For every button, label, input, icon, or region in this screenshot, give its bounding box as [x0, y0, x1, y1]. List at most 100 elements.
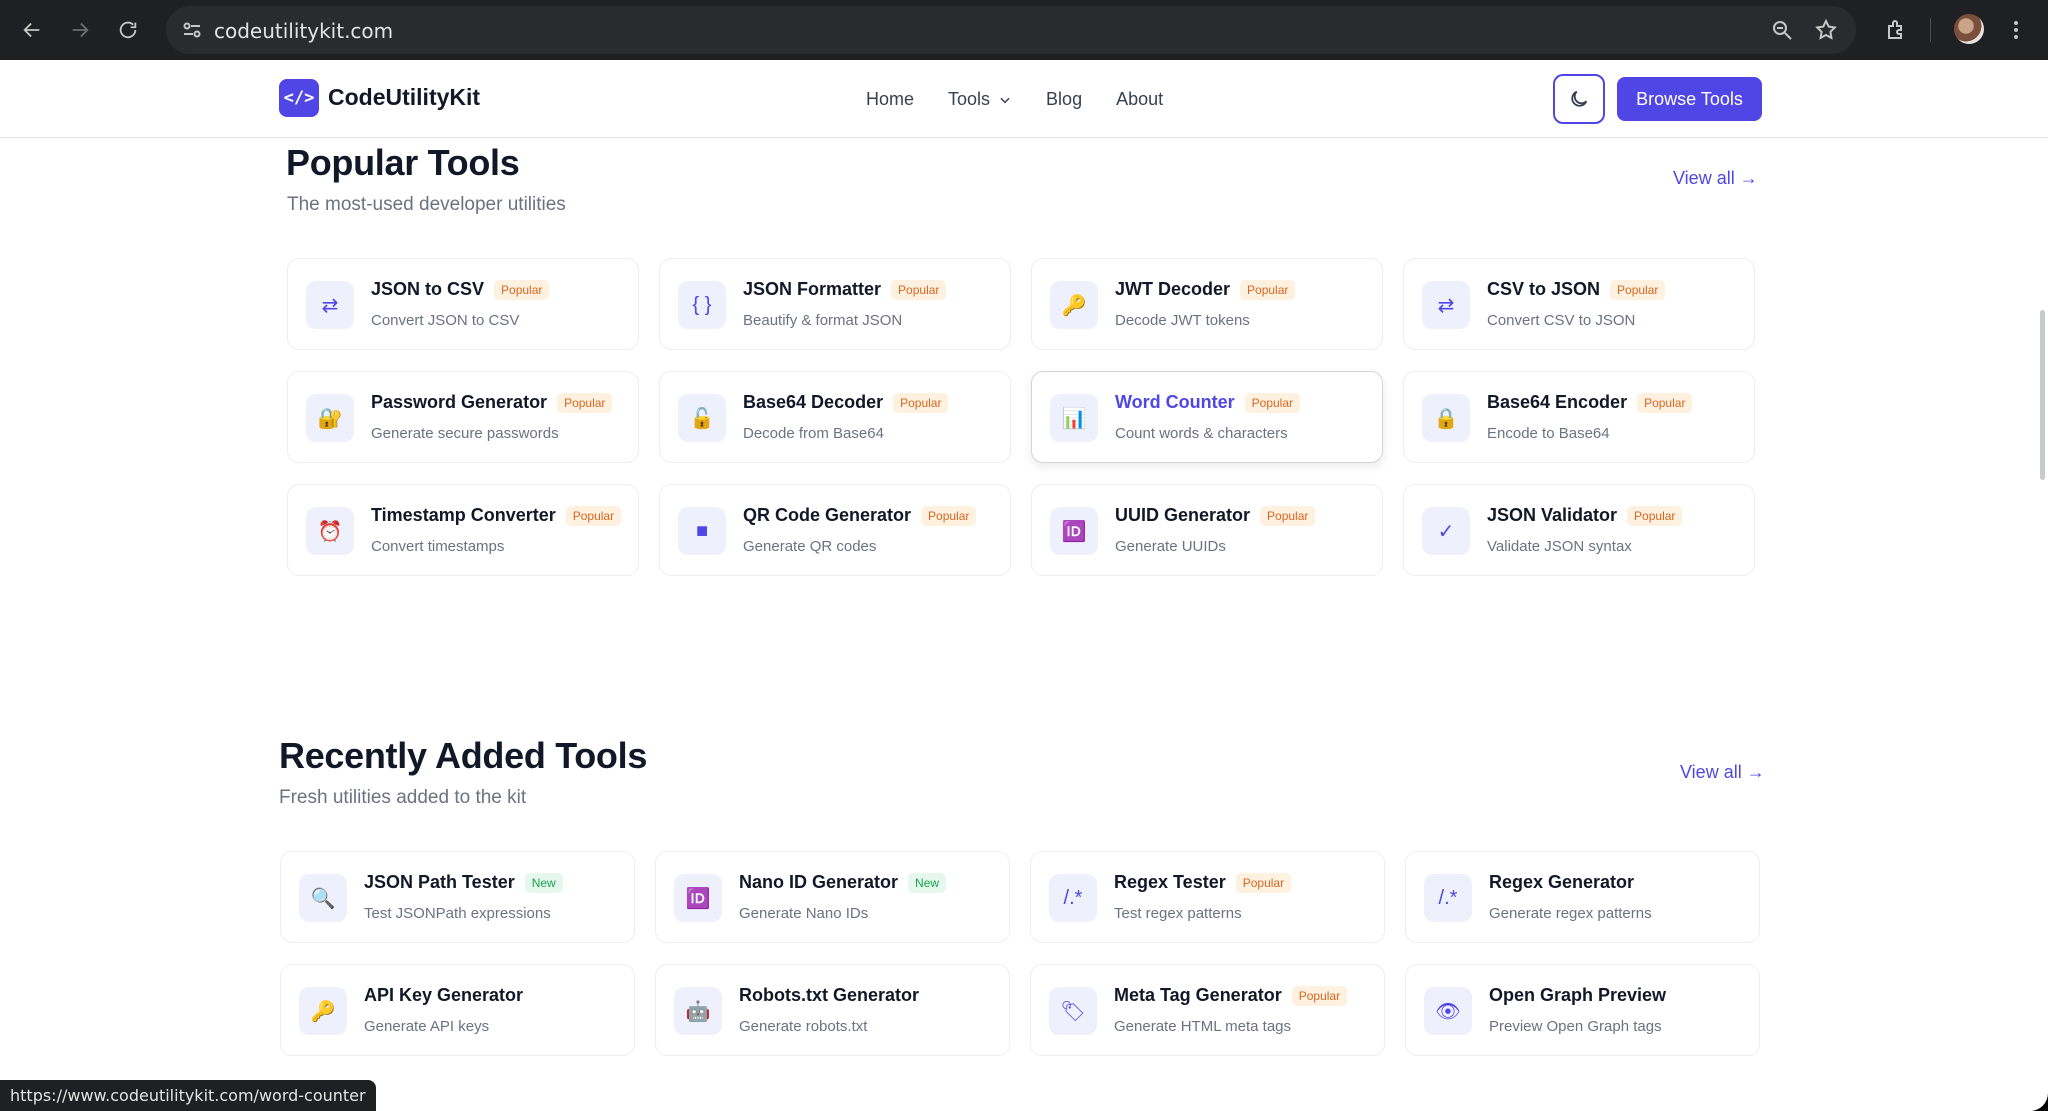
tool-card[interactable]: ■ QR Code Generator Popular Generate QR cod…: [659, 484, 1011, 576]
popular-view-all-link[interactable]: View all →: [1673, 168, 1758, 188]
address-url[interactable]: codeutilitykit.com: [214, 19, 394, 43]
tool-description: Generate robots.txt: [739, 1018, 868, 1035]
tool-badge: Popular: [1244, 392, 1301, 413]
tool-name-row: Base64 Decoder Popular: [743, 392, 949, 413]
tool-card[interactable]: 🏷 Meta Tag Generator Popular Generate HTML …: [1030, 964, 1385, 1056]
tool-badge: Popular: [893, 392, 949, 413]
brand-name[interactable]: CodeUtilityKit: [328, 84, 481, 110]
tool-card[interactable]: ✓ JSON Validator Popular Validate JSON synt…: [1403, 484, 1755, 576]
bookmark-star-icon[interactable]: [1814, 18, 1838, 42]
tool-card[interactable]: 🔍 JSON Path Tester New Test JSONPath expres…: [280, 851, 635, 943]
tool-badge: Popular: [921, 505, 977, 526]
tool-card[interactable]: 🔒 Base64 Encoder Popular Encode to Base64: [1403, 371, 1755, 463]
tool-card[interactable]: 🤖 Robots.txt Generator Generate robots.txt: [655, 964, 1010, 1056]
tool-description: Count words & characters: [1115, 425, 1288, 442]
page-scrollbar[interactable]: [2040, 310, 2045, 480]
tool-name: Nano ID Generator: [739, 872, 899, 892]
key-icon: 🔑: [1050, 281, 1098, 329]
profile-avatar[interactable]: [1954, 14, 1984, 44]
tool-name: Timestamp Converter: [371, 505, 556, 525]
tool-name-row: JSON Validator Popular: [1487, 505, 1683, 526]
tool-description: Decode JWT tokens: [1115, 312, 1250, 329]
tool-name-row: Meta Tag Generator Popular: [1114, 985, 1348, 1006]
nav-blog[interactable]: Blog: [1046, 89, 1083, 109]
tool-name: JSON Path Tester: [364, 872, 515, 892]
tool-badge: Popular: [1240, 279, 1296, 300]
tool-description: Generate secure passwords: [371, 425, 559, 442]
zoom-icon[interactable]: [1770, 18, 1794, 42]
extensions-puzzle-icon[interactable]: [1880, 14, 1912, 46]
address-bar[interactable]: codeutilitykit.com: [166, 6, 1856, 54]
tool-card[interactable]: 🔑 JWT Decoder Popular Decode JWT tokens: [1031, 258, 1383, 350]
tool-card[interactable]: 🔑 API Key Generator Generate API keys: [280, 964, 635, 1056]
tool-description: Test regex patterns: [1114, 905, 1242, 922]
tool-card[interactable]: 🆔 UUID Generator Popular Generate UUIDs: [1031, 484, 1383, 576]
tool-name-row: Regex Generator: [1489, 872, 1634, 893]
popular-title: Popular Tools: [286, 142, 520, 183]
tool-name-row: Password Generator Popular: [371, 392, 613, 413]
tool-name-row: Base64 Encoder Popular: [1487, 392, 1693, 413]
tool-name: JSON to CSV: [371, 279, 485, 299]
recent-view-all-link[interactable]: View all →: [1680, 762, 1765, 782]
tool-card[interactable]: 🔐 Password Generator Popular Generate secur…: [287, 371, 639, 463]
tool-card[interactable]: ⏰ Timestamp Converter Popular Convert times…: [287, 484, 639, 576]
tool-name-row: QR Code Generator Popular: [743, 505, 977, 526]
nav-tools[interactable]: Tools: [948, 89, 1012, 110]
nav-about[interactable]: About: [1116, 89, 1164, 109]
tool-name-row: Open Graph Preview: [1489, 985, 1666, 1006]
tool-card[interactable]: ⇄ CSV to JSON Popular Convert CSV to JSON: [1403, 258, 1755, 350]
forward-arrow-icon[interactable]: [62, 12, 98, 48]
reload-icon[interactable]: [110, 12, 146, 48]
toolbar-separator: [1930, 18, 1931, 42]
main-nav: Home Tools Blog About: [866, 89, 1197, 110]
popular-subtitle: The most-used developer utilities: [287, 194, 566, 215]
tool-name: JSON Formatter: [743, 279, 882, 299]
status-link-preview: https://www.codeutilitykit.com/word-coun…: [0, 1080, 376, 1111]
back-arrow-icon[interactable]: [14, 12, 50, 48]
curly-braces-icon: { }: [678, 281, 726, 329]
theme-toggle-button[interactable]: [1553, 74, 1605, 124]
tool-name-row: Robots.txt Generator: [739, 985, 919, 1006]
tool-card[interactable]: ⇄ JSON to CSV Popular Convert JSON to CSV: [287, 258, 639, 350]
tool-badge: Popular: [1627, 505, 1683, 526]
tool-description: Convert JSON to CSV: [371, 312, 520, 329]
tool-name-row: Regex Tester Popular: [1114, 872, 1292, 893]
check-icon: ✓: [1422, 507, 1470, 555]
tool-description: Generate regex patterns: [1489, 905, 1652, 922]
tool-name: QR Code Generator: [743, 505, 912, 525]
tool-name: Base64 Encoder: [1487, 392, 1628, 412]
tool-description: Generate UUIDs: [1115, 538, 1226, 555]
tool-badge: Popular: [557, 392, 613, 413]
eye-icon: 👁: [1424, 987, 1472, 1035]
logo-code-icon[interactable]: </>: [279, 79, 319, 117]
kebab-menu-icon[interactable]: [2000, 14, 2032, 46]
tool-description: Test JSONPath expressions: [364, 905, 551, 922]
tool-card[interactable]: /.* Regex Generator Generate regex pattern…: [1405, 851, 1760, 943]
tool-name-row: CSV to JSON Popular: [1487, 279, 1666, 300]
tool-name-row: Nano ID Generator New: [739, 872, 947, 893]
tool-description: Decode from Base64: [743, 425, 884, 442]
site-settings-icon[interactable]: [180, 18, 204, 42]
tool-name: Robots.txt Generator: [739, 985, 920, 1005]
tool-description: Generate API keys: [364, 1018, 490, 1035]
tool-card[interactable]: 👁 Open Graph Preview Preview Open Graph ta…: [1405, 964, 1760, 1056]
tool-badge: Popular: [1260, 505, 1316, 526]
site-header: </> CodeUtilityKit Home Tools Blog About…: [0, 60, 2048, 138]
tool-badge: Popular: [1637, 392, 1693, 413]
tool-badge: Popular: [891, 279, 947, 300]
nav-home[interactable]: Home: [866, 89, 915, 109]
tool-card[interactable]: 📊 Word Counter Popular Count words & charac…: [1031, 371, 1383, 463]
tool-card[interactable]: /.* Regex Tester Popular Test regex pattern…: [1030, 851, 1385, 943]
tool-card[interactable]: 🆔 Nano ID Generator New Generate Nano IDs: [655, 851, 1010, 943]
tool-card[interactable]: { } JSON Formatter Popular Beautify & forma…: [659, 258, 1011, 350]
tool-name-row: JSON Path Tester New: [364, 872, 563, 893]
tool-description: Beautify & format JSON: [743, 312, 903, 329]
browse-tools-button[interactable]: Browse Tools: [1617, 77, 1762, 121]
tool-card[interactable]: 🔓 Base64 Decoder Popular Decode from Base64: [659, 371, 1011, 463]
tool-name: Regex Tester: [1114, 872, 1226, 892]
tool-name: CSV to JSON: [1487, 279, 1601, 299]
tool-name: JWT Decoder: [1115, 279, 1231, 299]
browser-toolbar: codeutilitykit.com: [0, 0, 2048, 60]
tool-name-row: Timestamp Converter Popular: [371, 505, 622, 526]
id-icon: 🆔: [1050, 507, 1098, 555]
